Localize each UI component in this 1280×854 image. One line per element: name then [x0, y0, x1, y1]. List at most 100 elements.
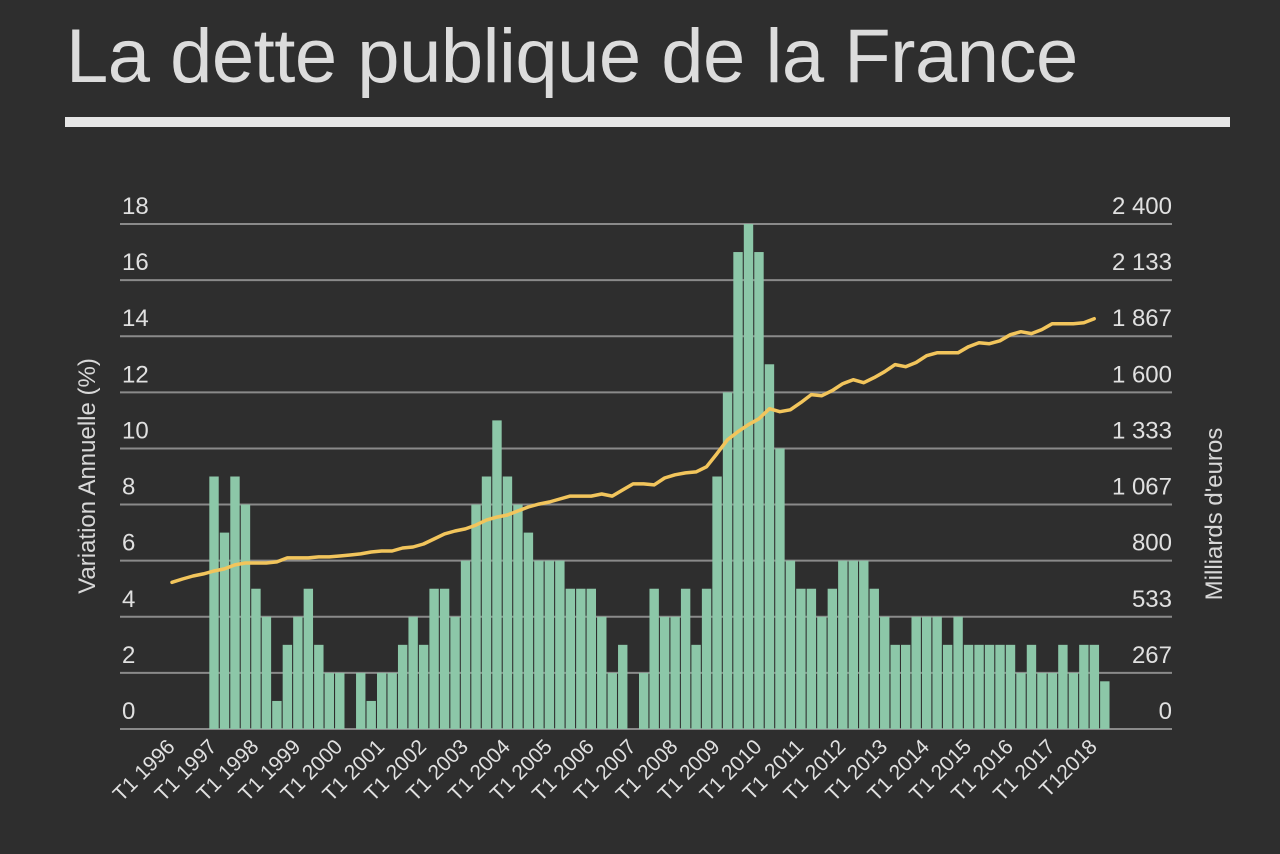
bar	[1089, 644, 1100, 729]
bar	[796, 588, 806, 729]
bar	[890, 644, 900, 729]
bar	[439, 588, 450, 729]
bar	[460, 560, 471, 729]
bar	[932, 616, 942, 729]
bar	[618, 644, 628, 729]
bar	[513, 504, 523, 729]
right-tick-label: 1 600	[1112, 361, 1172, 388]
bar	[597, 616, 607, 729]
bar	[272, 700, 282, 729]
bar	[1005, 644, 1016, 729]
bar	[911, 616, 921, 729]
bar	[366, 700, 376, 729]
title-underline	[65, 117, 1230, 127]
bar	[1037, 672, 1047, 729]
bar	[335, 672, 345, 729]
bar	[701, 588, 712, 729]
bar	[576, 588, 586, 729]
bar	[209, 476, 219, 729]
left-tick-label: 8	[122, 474, 135, 501]
bar	[418, 644, 429, 729]
bar	[806, 588, 817, 729]
bar	[356, 672, 366, 729]
bar	[859, 560, 869, 729]
bar	[1068, 672, 1079, 729]
bar	[293, 616, 303, 729]
right-tick-label: 2 400	[1112, 193, 1172, 220]
bar	[984, 644, 995, 729]
bar	[502, 476, 513, 729]
bar	[261, 616, 272, 729]
left-tick-label: 16	[122, 249, 149, 276]
right-tick-label: 1 067	[1112, 474, 1172, 501]
left-tick-label: 2	[122, 642, 135, 669]
chart-title: La dette publique de la France	[66, 14, 1078, 99]
bar	[534, 560, 544, 729]
bar	[1079, 644, 1089, 729]
left-axis-label: Variation Annuelle (%)	[74, 358, 101, 594]
right-tick-label: 533	[1132, 586, 1172, 613]
bar	[481, 476, 492, 729]
left-tick-label: 4	[122, 586, 135, 613]
bar	[712, 476, 722, 729]
bar	[471, 504, 481, 729]
bar	[921, 616, 932, 729]
bar	[1047, 672, 1058, 729]
bar	[775, 448, 785, 729]
bar	[817, 616, 827, 729]
bar	[377, 672, 387, 729]
bar	[586, 588, 596, 729]
bar	[230, 476, 240, 729]
right-axis-label: Milliards d'euros	[1201, 428, 1228, 601]
bar	[848, 560, 858, 729]
left-tick-label: 14	[122, 305, 149, 332]
bar	[544, 560, 555, 729]
bar	[659, 616, 670, 729]
right-tick-label: 2 133	[1112, 249, 1172, 276]
bar	[314, 644, 324, 729]
bar	[827, 588, 838, 729]
bar	[764, 364, 775, 729]
bar	[219, 532, 230, 729]
bar	[397, 644, 408, 729]
right-axis-ticks: 0 267 533 800 1 067 1 333 1 600 1 867 2 133 2 400	[1112, 193, 1172, 725]
bar	[974, 644, 984, 729]
bar	[901, 644, 911, 729]
bar	[523, 532, 534, 729]
bar	[680, 588, 691, 729]
left-tick-label: 12	[122, 361, 149, 388]
bar	[649, 588, 659, 729]
bar	[387, 672, 397, 729]
bar	[722, 392, 733, 729]
bar	[251, 588, 261, 729]
bar	[450, 616, 460, 729]
right-tick-label: 0	[1159, 698, 1172, 725]
bar	[429, 588, 439, 729]
debt-line	[170, 316, 1096, 585]
bar	[691, 644, 701, 729]
variation-bars	[209, 224, 1110, 730]
bar	[670, 616, 680, 729]
bar	[639, 672, 649, 729]
bar	[995, 644, 1005, 729]
bar	[408, 616, 418, 729]
bar	[1016, 672, 1026, 729]
bar	[303, 588, 314, 729]
bar	[869, 588, 879, 729]
bar	[282, 644, 293, 729]
bar	[607, 672, 617, 729]
bar	[743, 224, 754, 729]
bar	[240, 504, 251, 729]
bar	[324, 672, 334, 729]
bar	[733, 252, 743, 730]
bar	[1058, 644, 1068, 729]
right-tick-label: 267	[1132, 642, 1172, 669]
left-tick-label: 6	[122, 530, 135, 557]
bar	[1100, 681, 1110, 729]
right-tick-label: 1 867	[1112, 305, 1172, 332]
bar	[785, 560, 796, 729]
bar	[1026, 644, 1037, 729]
bar	[942, 644, 953, 729]
bar	[838, 560, 848, 729]
bar	[555, 560, 565, 729]
